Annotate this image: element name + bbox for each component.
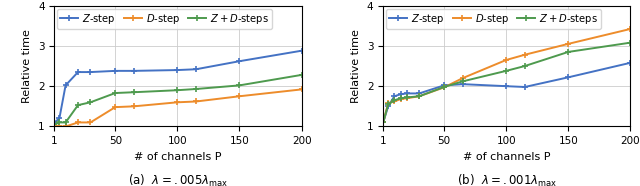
$Z$-step — [459, 83, 467, 85]
$Z$-step — [627, 62, 634, 64]
$D$-step — [298, 88, 305, 91]
$Z+D$-steps — [61, 121, 69, 124]
$Z$-step — [86, 71, 94, 73]
$Z$-step — [111, 70, 119, 72]
$Z+D$-steps — [521, 65, 529, 67]
Y-axis label: Relative time: Relative time — [22, 29, 33, 103]
$Z+D$-steps — [502, 70, 510, 72]
Legend: $Z$-step, $D$-step, $Z+D$-steps: $Z$-step, $D$-step, $Z+D$-steps — [386, 9, 601, 29]
$Z$-step — [51, 121, 58, 124]
Text: (b)  $\lambda = .001\lambda_{\mathrm{max}}$: (b) $\lambda = .001\lambda_{\mathrm{max}… — [456, 172, 557, 186]
$D$-step — [130, 105, 138, 108]
$D$-step — [384, 102, 392, 104]
$D$-step — [521, 54, 529, 56]
$Z$-step — [502, 85, 510, 87]
$D$-step — [61, 125, 69, 128]
$Z+D$-steps — [440, 86, 448, 88]
$Z+D$-steps — [173, 89, 181, 91]
$Z+D$-steps — [236, 84, 243, 86]
$Z+D$-steps — [56, 121, 63, 124]
$Z$-step — [415, 92, 423, 94]
$D$-step — [380, 121, 387, 124]
Line: $Z+D$-steps: $Z+D$-steps — [380, 39, 634, 126]
$D$-step — [86, 121, 94, 124]
Line: $D$-step: $D$-step — [380, 25, 634, 126]
$D$-step — [627, 28, 634, 30]
$Z$-step — [397, 93, 404, 95]
Line: $Z+D$-steps: $Z+D$-steps — [51, 71, 305, 128]
$Z$-step — [192, 68, 200, 70]
$Z+D$-steps — [459, 80, 467, 82]
Y-axis label: Relative time: Relative time — [351, 29, 362, 103]
$Z+D$-steps — [111, 92, 119, 94]
$D$-step — [415, 95, 423, 97]
$Z$-step — [390, 95, 398, 97]
$Z+D$-steps — [74, 104, 82, 106]
$Z$-step — [440, 84, 448, 86]
$D$-step — [56, 125, 63, 128]
$Z$-step — [56, 117, 63, 120]
$Z+D$-steps — [86, 101, 94, 103]
$Z+D$-steps — [564, 51, 572, 53]
$Z+D$-steps — [390, 99, 398, 101]
$D$-step — [459, 77, 467, 79]
$Z+D$-steps — [397, 97, 404, 99]
$D$-step — [173, 101, 181, 103]
$Z$-step — [298, 50, 305, 52]
$D$-step — [111, 106, 119, 108]
$Z$-step — [564, 76, 572, 78]
X-axis label: # of channels P: # of channels P — [134, 152, 221, 162]
Line: $Z$-step: $Z$-step — [380, 59, 634, 126]
$Z$-step — [130, 70, 138, 72]
$Z+D$-steps — [130, 91, 138, 93]
$D$-step — [564, 43, 572, 45]
$Z+D$-steps — [298, 74, 305, 76]
$Z$-step — [236, 60, 243, 62]
$Z+D$-steps — [415, 95, 423, 97]
$Z+D$-steps — [51, 123, 58, 126]
$Z$-step — [380, 121, 387, 124]
$Z+D$-steps — [192, 88, 200, 90]
$Z$-step — [384, 105, 392, 108]
$D$-step — [502, 59, 510, 61]
X-axis label: # of channels P: # of channels P — [463, 152, 550, 162]
$D$-step — [403, 97, 411, 99]
$Z+D$-steps — [403, 96, 411, 99]
Line: $D$-step: $D$-step — [51, 86, 305, 130]
Line: $Z$-step: $Z$-step — [51, 47, 305, 126]
$Z$-step — [173, 69, 181, 71]
Text: (a)  $\lambda = .005\lambda_{\mathrm{max}}$: (a) $\lambda = .005\lambda_{\mathrm{max}… — [128, 172, 228, 186]
$Z+D$-steps — [384, 103, 392, 105]
$D$-step — [74, 121, 82, 124]
$Z$-step — [403, 92, 411, 94]
$Z$-step — [521, 86, 529, 88]
$D$-step — [51, 125, 58, 128]
$D$-step — [440, 86, 448, 89]
$D$-step — [390, 100, 398, 103]
$D$-step — [192, 100, 200, 103]
$D$-step — [236, 95, 243, 97]
$Z+D$-steps — [380, 121, 387, 124]
Legend: $Z$-step, $D$-step, $Z+D$-steps: $Z$-step, $D$-step, $Z+D$-steps — [58, 9, 273, 29]
$Z+D$-steps — [627, 41, 634, 44]
$D$-step — [397, 98, 404, 100]
$Z$-step — [74, 71, 82, 73]
$Z$-step — [61, 84, 69, 86]
